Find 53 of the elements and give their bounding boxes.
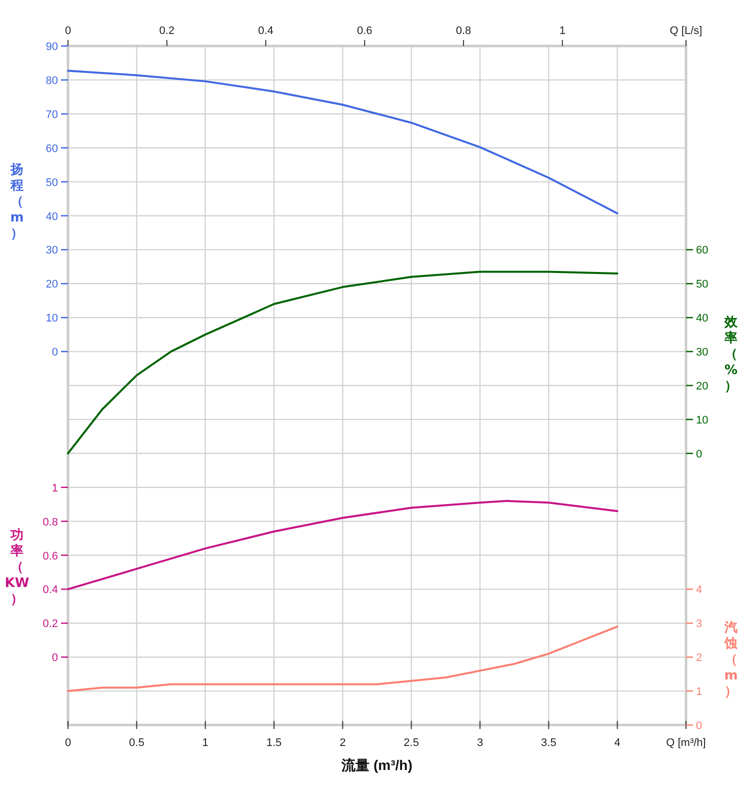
line-series <box>67 626 618 692</box>
y2-tick-label: 0 <box>696 448 702 460</box>
y-tick-label: 1 <box>52 482 58 494</box>
y-tick-label: 90 <box>46 41 58 53</box>
x2-axis-title: Q [L/s] <box>670 25 702 37</box>
x-tick-label: 3.5 <box>541 737 556 749</box>
y-tick-label: 20 <box>46 278 58 291</box>
y2-tick-label: 40 <box>696 312 708 325</box>
x2-tick-label: 1 <box>559 25 566 37</box>
x2-tick-label: 0.4 <box>258 25 274 37</box>
y-tick-label: 10 <box>46 312 58 325</box>
y-tick-label: 80 <box>46 74 58 87</box>
y2-axis-title: 效率（%） <box>724 315 738 394</box>
y-tick-label: 0.8 <box>42 516 58 528</box>
x2-tick-label: 0.8 <box>456 25 472 37</box>
x-tick-label: 0.5 <box>129 737 144 749</box>
y-tick-label: 60 <box>46 142 58 155</box>
y-axis-title: 扬程（m） <box>10 162 24 242</box>
x2-tick-label: 0 <box>64 25 72 37</box>
y-tick-label: 0.2 <box>42 618 58 630</box>
y-tick-label: 0.4 <box>42 584 58 596</box>
x2-tick-label: 0.6 <box>356 25 372 37</box>
y2-tick-label: 50 <box>696 278 708 291</box>
x-tick-label: 2 <box>340 737 346 749</box>
x-tick-label: 2.5 <box>404 737 419 749</box>
x-axis-title: 流量 (m³/h) <box>340 757 412 773</box>
y-tick-label: 40 <box>46 210 58 223</box>
y-tick-label: 30 <box>46 244 58 257</box>
x-tick-label: 1.5 <box>266 737 282 749</box>
y-tick-label: 0 <box>52 652 58 664</box>
y-tick-label: 0.6 <box>42 550 58 562</box>
y2-tick-label: 4 <box>696 584 702 596</box>
y2-tick-label: 2 <box>696 652 702 664</box>
x2-tick-label: 0.2 <box>159 25 175 37</box>
x-tick-label: 1 <box>202 737 208 749</box>
line-series <box>67 70 618 214</box>
y-tick-label: 50 <box>46 176 58 189</box>
y-axis-title: 功率（KW） <box>4 528 30 608</box>
y2-tick-label: 3 <box>696 618 702 630</box>
y2-tick-label: 10 <box>696 414 708 426</box>
x-tick-label: 4 <box>614 737 620 749</box>
x-tick-label: Q [m³/h] <box>666 737 706 749</box>
y-tick-label: 0 <box>52 346 58 359</box>
y2-tick-label: 1 <box>696 686 702 698</box>
y-tick-label: 70 <box>46 108 58 121</box>
x-tick-label: 3 <box>476 737 484 749</box>
y2-tick-label: 30 <box>696 346 708 359</box>
y2-tick-label: 0 <box>696 720 702 732</box>
y2-axis-title: 汽蚀（m） <box>724 620 738 700</box>
y2-tick-label: 20 <box>696 380 708 392</box>
y2-tick-label: 60 <box>696 244 708 257</box>
x-tick-label: 0 <box>64 737 72 749</box>
line-series <box>67 270 618 454</box>
